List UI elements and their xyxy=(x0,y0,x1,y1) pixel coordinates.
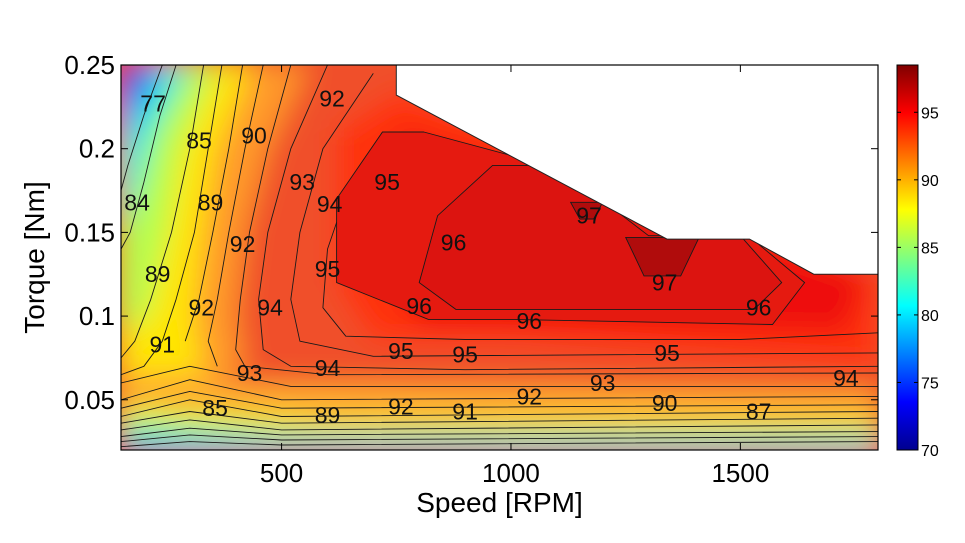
contour-label: 90 xyxy=(652,390,678,416)
contour-line xyxy=(121,379,878,401)
contour-line xyxy=(121,427,878,438)
colorbar-gradient xyxy=(896,64,919,451)
contour-label: 89 xyxy=(315,402,341,428)
contour-line xyxy=(235,65,878,376)
x-axis: 500 1000 1500 xyxy=(260,65,769,488)
contour-line xyxy=(121,65,205,359)
contour-label: 94 xyxy=(315,355,341,381)
x-tick-label: 1000 xyxy=(482,458,540,488)
contour-label: 92 xyxy=(230,231,256,257)
plot-axes-box xyxy=(120,64,879,451)
contour-label: 94 xyxy=(833,365,859,391)
colorbar-tick-label: 70 xyxy=(921,443,939,460)
colorbar-tick-label: 90 xyxy=(921,173,939,190)
contour-line xyxy=(121,411,878,424)
contour-label: 95 xyxy=(654,340,680,366)
contour-label: 92 xyxy=(517,383,543,409)
colorbar-tick-label: 85 xyxy=(921,240,939,257)
contour-label: 94 xyxy=(317,191,343,217)
contour-label: 89 xyxy=(145,261,171,287)
y-tick-label: 0.15 xyxy=(64,217,115,247)
y-tick-label: 0.25 xyxy=(64,50,115,80)
contour-line xyxy=(121,434,878,443)
contour-label: 93 xyxy=(590,370,616,396)
contour-label: 77 xyxy=(140,91,166,117)
contour-line xyxy=(121,65,177,250)
colorbar-tick-label: 75 xyxy=(921,375,939,392)
x-axis-label: Speed [RPM] xyxy=(416,487,583,518)
contour-label: 96 xyxy=(441,229,467,255)
contour-label: 97 xyxy=(652,270,678,296)
contour-line xyxy=(121,441,878,448)
contour-label: 95 xyxy=(388,338,414,364)
contour-label: 95 xyxy=(452,342,478,368)
colorbar-ticks: 70 75 80 85 90 95 xyxy=(897,105,939,460)
contour-line xyxy=(121,365,878,387)
contour-label: 90 xyxy=(241,122,267,148)
plot-area: 77 85 90 92 84 89 93 95 94 92 96 97 89 95 97 92 94 96 96 96… xyxy=(120,64,879,451)
contour-label: 93 xyxy=(237,360,263,386)
contour-label: 85 xyxy=(202,395,228,421)
contour-label: 92 xyxy=(319,86,345,112)
contour-label: 91 xyxy=(452,399,478,425)
y-axis: 0.05 0.1 0.15 0.2 0.25 xyxy=(64,50,878,415)
contour-label: 92 xyxy=(388,394,414,420)
contour-label: 92 xyxy=(189,295,215,321)
contour-line xyxy=(207,65,264,367)
colorbar-tick-label: 95 xyxy=(921,105,939,122)
contour-label: 95 xyxy=(315,256,341,282)
y-tick-label: 0.05 xyxy=(64,385,115,415)
contour-line xyxy=(290,73,878,357)
contour-line xyxy=(121,390,878,409)
y-axis-label: Torque [Nm] xyxy=(19,181,50,334)
contour-line xyxy=(121,419,878,431)
contour-lines xyxy=(121,65,878,448)
contour-label: 94 xyxy=(257,295,283,321)
contour-label: 91 xyxy=(150,332,176,358)
contour-label: 96 xyxy=(746,295,772,321)
contour-label: 89 xyxy=(198,189,224,215)
contour-line xyxy=(121,65,223,376)
colorbar: 70 75 80 85 90 95 xyxy=(896,64,939,460)
contour-line xyxy=(121,65,163,191)
contour-label: 96 xyxy=(406,293,432,319)
contour-line xyxy=(258,65,878,371)
contour-label: 87 xyxy=(746,399,772,425)
contour-line xyxy=(121,399,878,417)
contour-label: 96 xyxy=(517,308,543,334)
contour-region-97-small xyxy=(569,201,604,220)
colorbar-tick-label: 80 xyxy=(921,308,939,325)
contour-line xyxy=(184,65,244,342)
contour-label: 97 xyxy=(576,203,602,229)
y-tick-label: 0.2 xyxy=(79,134,115,164)
x-tick-label: 500 xyxy=(260,458,303,488)
contour-label: 84 xyxy=(124,189,150,215)
contour-label: 93 xyxy=(289,169,315,195)
x-tick-label: 1500 xyxy=(711,458,769,488)
contour-region-96 xyxy=(418,164,783,310)
contour-label: 85 xyxy=(186,127,212,153)
y-tick-label: 0.1 xyxy=(79,301,115,331)
contour-label: 95 xyxy=(374,169,400,195)
contour-labels: 77 85 90 92 84 89 93 95 94 92 96 97 89 95 97 92 94 96 96 96… xyxy=(124,86,859,428)
